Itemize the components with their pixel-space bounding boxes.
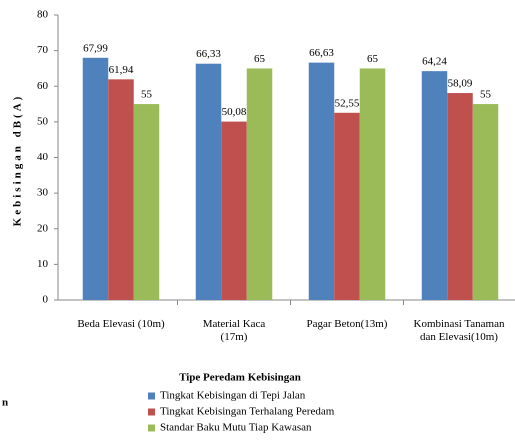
annotation: n (2, 397, 8, 409)
value-label: 50,08 (222, 106, 247, 118)
bar (108, 79, 134, 301)
y-tick-label: 80 (37, 9, 49, 21)
legend-label: Tingkat Kebisingan di Tepi Jalan (160, 390, 306, 402)
bar (472, 104, 499, 300)
value-label: 66,33 (196, 48, 221, 60)
y-tick-label: 30 (37, 187, 49, 199)
bar (221, 121, 247, 300)
bar (133, 104, 160, 300)
y-axis-label: Kebisingan dB(A) (12, 94, 24, 227)
value-label: 67,99 (83, 42, 108, 54)
bar (447, 93, 473, 300)
bar (308, 62, 335, 300)
value-label: 65 (367, 53, 379, 65)
bar (421, 71, 448, 301)
value-label: 55 (480, 89, 492, 101)
y-tick-label: 60 (37, 80, 49, 92)
value-label: 58,09 (448, 78, 473, 90)
legend-label: Tingkat Kebisingan Terhalang Peredam (160, 406, 335, 418)
y-tick-label: 50 (37, 115, 49, 127)
value-label: 65 (254, 53, 266, 65)
y-tick-label: 70 (37, 44, 49, 56)
bar (246, 68, 273, 300)
x-axis-label: Tipe Peredam Kebisingan (179, 372, 301, 384)
bar (359, 68, 386, 300)
value-label: 55 (141, 89, 153, 101)
legend-label: Standar Baku Mutu Tiap Kawasan (160, 422, 312, 434)
y-tick-label: 10 (37, 258, 49, 270)
value-label: 52,55 (335, 97, 360, 109)
x-tick-label: Beda Elevasi (10m) (77, 318, 165, 330)
bar (334, 112, 360, 301)
y-tick-label: 40 (37, 151, 49, 163)
legend-swatch (148, 424, 155, 432)
value-label: 64,24 (422, 56, 447, 68)
x-tick-label: Material Kaca (17m) (202, 318, 266, 343)
bar (195, 63, 222, 301)
value-label: 61,94 (109, 64, 134, 76)
legend-swatch (148, 408, 155, 416)
legend-swatch (148, 392, 155, 400)
x-tick-label: Pagar Beton(13m) (306, 318, 388, 330)
y-tick-label: 0 (43, 294, 49, 306)
x-tick-label: Kombinasi Tanaman dan Elevasi(10m) (413, 318, 505, 343)
bar (82, 57, 109, 300)
y-tick-label: 20 (37, 222, 49, 234)
value-label: 66,63 (309, 47, 334, 59)
